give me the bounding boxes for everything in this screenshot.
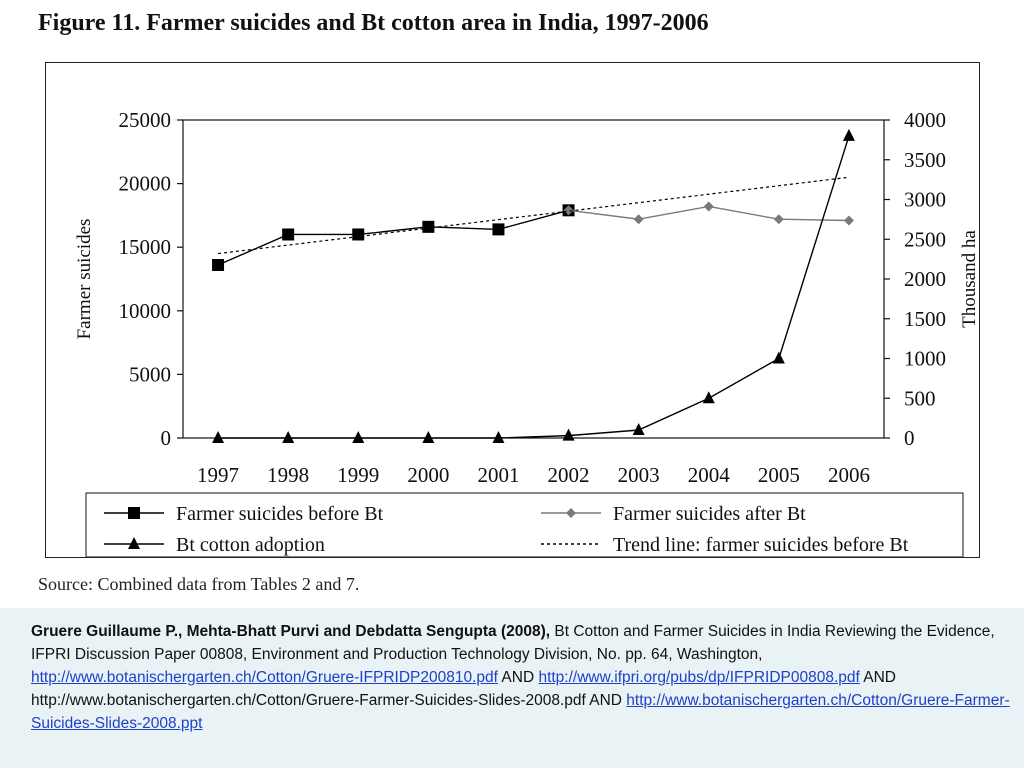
data-point-bt-cotton-adoption xyxy=(422,431,435,443)
legend-marker-farmer-suicides-after-bt xyxy=(566,508,576,518)
legend-label-farmer-suicides-after-bt: Farmer suicides after Bt xyxy=(613,503,806,525)
data-point-farmer-suicides-after-bt xyxy=(633,214,644,225)
right-axis-tick-label: 500 xyxy=(904,386,936,410)
data-point-bt-cotton-adoption xyxy=(352,431,365,443)
right-axis-tick-label: 0 xyxy=(904,426,915,450)
citation-text-1: Bt Cotton and Farmer Suicides in India R… xyxy=(31,623,995,663)
citation-link-3[interactable]: http://www.botanischergarten.ch/Cotton/G… xyxy=(31,692,1010,732)
x-axis-tick-label: 1999 xyxy=(337,463,379,487)
right-axis-tick-label: 4000 xyxy=(904,108,946,132)
series-line-trend-line-farmer-suicides-before-bt xyxy=(217,176,850,255)
series-line-bt-cotton-adoption xyxy=(218,135,850,439)
data-point-farmer-suicides-before-bt xyxy=(212,259,225,272)
data-point-farmer-suicides-after-bt xyxy=(843,215,854,226)
data-point-bt-cotton-adoption xyxy=(842,128,855,141)
citation-text-3: AND http://www.botanischergarten.ch/Cott… xyxy=(31,669,897,709)
right-axis-tick-label: 2500 xyxy=(904,227,946,251)
citation-link-1[interactable]: http://www.botanischergarten.ch/Cotton/G… xyxy=(31,669,498,686)
citation-link-2[interactable]: http://www.ifpri.org/pubs/dp/IFPRIDP0080… xyxy=(538,669,860,686)
chart: 0 5000 10000 15000 20000 25000 0 500 1000 1500 200… xyxy=(74,108,979,557)
data-point-farmer-suicides-before-bt xyxy=(492,223,505,236)
x-axis-tick-label: 2002 xyxy=(548,463,590,487)
x-axis-tick-label: 2005 xyxy=(758,463,800,487)
data-point-farmer-suicides-after-bt xyxy=(703,201,714,212)
legend-marker-farmer-suicides-before-bt xyxy=(128,507,140,519)
left-axis-tick-label: 10000 xyxy=(119,299,172,323)
legend-box xyxy=(85,492,964,557)
right-axis-tick-label: 3500 xyxy=(904,148,946,172)
left-axis-tick-label: 20000 xyxy=(119,172,172,196)
right-axis-tick-label: 2000 xyxy=(904,267,946,291)
x-axis-tick-label: 2001 xyxy=(477,463,519,487)
x-axis-tick-label: 2004 xyxy=(688,463,731,487)
data-point-bt-cotton-adoption xyxy=(702,391,715,404)
right-axis-tick-label: 1500 xyxy=(904,307,946,331)
data-point-bt-cotton-adoption xyxy=(492,431,505,443)
citation-text-2: AND xyxy=(497,669,539,686)
data-point-bt-cotton-adoption xyxy=(562,428,575,441)
plot-area xyxy=(182,119,885,439)
citation-authors: Gruere Guillaume P., Mehta-Bhatt Purvi a… xyxy=(31,623,551,640)
x-axis-tick-label: 1997 xyxy=(197,463,239,487)
left-axis-tick-label: 5000 xyxy=(129,362,171,386)
data-point-bt-cotton-adoption xyxy=(772,351,785,364)
data-point-bt-cotton-adoption xyxy=(632,423,645,436)
data-point-farmer-suicides-after-bt xyxy=(563,205,574,216)
data-point-farmer-suicides-before-bt xyxy=(282,228,295,241)
right-axis-title: Thousand ha xyxy=(959,230,979,328)
legend-label-trend-line-farmer-suicides-before-bt: Trend line: farmer suicides before Bt xyxy=(613,534,909,556)
citation-block: Gruere Guillaume P., Mehta-Bhatt Purvi a… xyxy=(0,608,1024,768)
data-point-bt-cotton-adoption xyxy=(212,431,225,443)
data-point-farmer-suicides-before-bt xyxy=(352,228,365,241)
x-axis-tick-label: 2000 xyxy=(407,463,449,487)
data-point-farmer-suicides-before-bt xyxy=(422,220,435,233)
x-axis-tick-label: 2003 xyxy=(618,463,660,487)
x-axis-tick-label: 1998 xyxy=(267,463,309,487)
legend-label-bt-cotton-adoption: Bt cotton adoption xyxy=(176,534,325,556)
source-note: Source: Combined data from Tables 2 and … xyxy=(38,574,360,594)
data-point-bt-cotton-adoption xyxy=(282,431,295,443)
chart-frame: 0 5000 10000 15000 20000 25000 0 500 1000 1500 200… xyxy=(45,62,980,558)
left-axis-tick-label: 15000 xyxy=(119,235,172,259)
left-axis-tick-label: 25000 xyxy=(119,108,172,132)
series-line-farmer-suicides-before-bt xyxy=(217,209,569,266)
left-axis-tick-label: 0 xyxy=(161,426,172,450)
legend-marker-bt-cotton-adoption xyxy=(128,537,140,549)
right-axis-tick-label: 3000 xyxy=(904,188,946,212)
data-point-farmer-suicides-after-bt xyxy=(773,214,784,225)
legend-label-farmer-suicides-before-bt: Farmer suicides before Bt xyxy=(176,503,384,525)
left-axis-title: Farmer suicides xyxy=(74,219,95,340)
x-axis-tick-label: 2006 xyxy=(828,463,870,487)
right-axis-tick-label: 1000 xyxy=(904,347,946,371)
figure-title: Figure 11. Farmer suicides and Bt cotton… xyxy=(38,10,709,36)
